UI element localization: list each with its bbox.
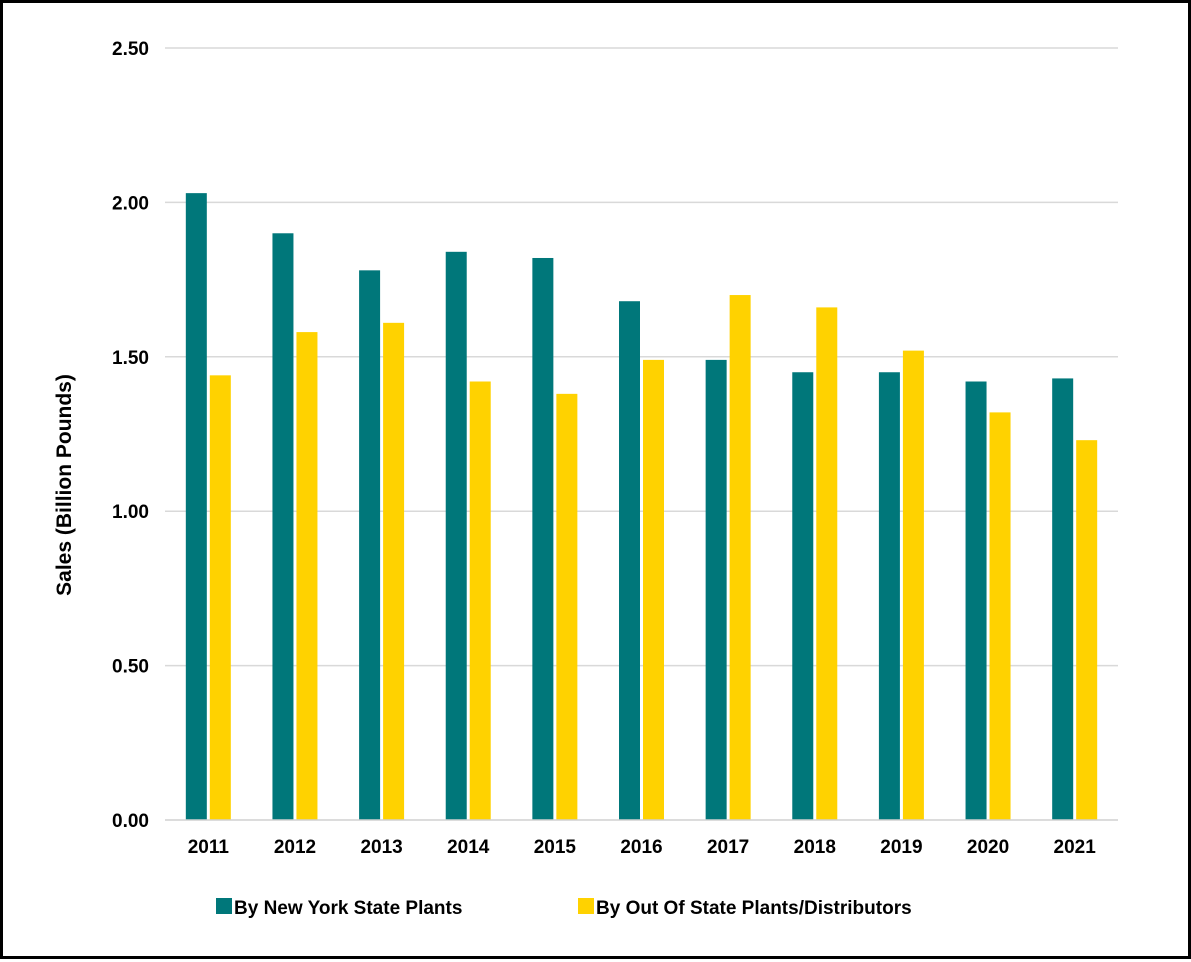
bar-out-of-state-2013 [383,322,405,820]
y-tick-label: 2.50 [112,39,149,60]
bars [185,193,1098,821]
bar-ny-plants-2015 [532,257,554,820]
x-tick-label: 2011 [188,837,230,858]
bar-out-of-state-2012 [296,332,318,820]
x-tick-label: 2012 [274,837,316,858]
bar-out-of-state-2017 [729,295,751,820]
bar-ny-plants-2011 [185,193,207,821]
y-tick-label: 0.50 [112,657,149,678]
bar-chart: 0.000.501.001.502.002.50 2011 2012 2013 201… [53,39,1118,919]
bar-ny-plants-2012 [272,233,294,820]
bar-ny-plants-2014 [445,251,467,821]
bar-out-of-state-2019 [902,350,924,820]
x-tick-label: 2014 [447,837,490,858]
y-tick-label: 1.00 [112,502,149,523]
bar-ny-plants-2021 [1052,378,1074,820]
y-tick-label: 1.50 [112,348,149,369]
y-axis-title: Sales (Billion Pounds) [53,374,76,596]
legend-swatch [578,898,594,914]
x-tick-labels: 2011 2012 2013 2014 2015 2016 2017 2018 2019 2020… [188,837,1097,858]
x-tick-label: 2015 [534,837,577,858]
legend-label: By New York State Plants [234,898,462,919]
bar-ny-plants-2017 [705,359,727,820]
y-tick-label: 0.00 [112,811,149,832]
legend-swatch [216,898,232,914]
bar-out-of-state-2015 [556,393,578,820]
x-tick-label: 2019 [880,837,922,858]
bar-out-of-state-2011 [209,375,231,820]
x-tick-label: 2020 [967,837,1009,858]
x-tick-label: 2013 [360,837,402,858]
bar-ny-plants-2013 [359,270,381,820]
bar-out-of-state-2021 [1076,440,1098,820]
y-tick-label: 2.00 [112,193,149,214]
x-tick-label: 2018 [794,837,836,858]
y-tick-labels: 0.00 0.50 1.00 1.50 2.00 2.50 [112,39,149,832]
bar-ny-plants-2018 [792,372,814,820]
legend: By New York State Plants By Out Of State … [216,898,912,919]
x-tick-label: 2016 [620,837,662,858]
bar-ny-plants-2019 [878,372,900,820]
x-tick-label: 2017 [707,837,749,858]
bar-out-of-state-2020 [989,412,1011,820]
bar-ny-plants-2016 [619,301,640,820]
bar-out-of-state-2018 [816,307,838,821]
gridlines [165,47,1118,667]
x-tick-label: 2021 [1054,837,1097,858]
bar-out-of-state-2014 [469,381,491,820]
bar-ny-plants-2020 [965,381,987,820]
legend-label: By Out Of State Plants/Distributors [596,898,912,919]
bar-out-of-state-2016 [643,359,664,820]
